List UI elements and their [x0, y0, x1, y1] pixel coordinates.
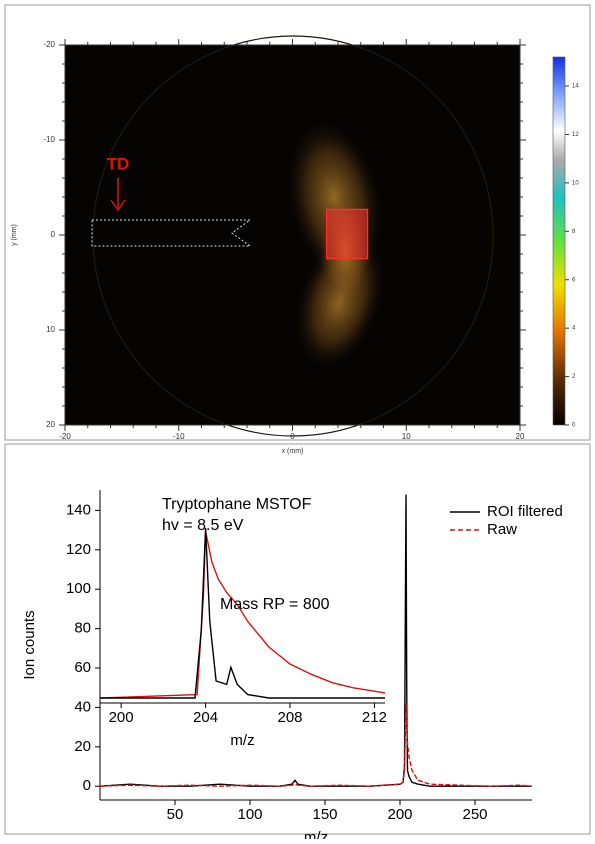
td-label: TD [107, 154, 130, 173]
y-tick-label: 0 [83, 777, 91, 794]
series-line [99, 494, 532, 787]
y-tick-label: 40 [74, 698, 91, 715]
td-arrow-head [110, 199, 126, 212]
y-tick-label: 10 [46, 325, 55, 334]
annotation: hv = 8.5 eV [162, 517, 244, 534]
x-tick-label: -10 [173, 432, 185, 441]
y-tick-label: -10 [43, 135, 55, 144]
y-tick-label: 80 [74, 620, 91, 637]
x-axis-label: m/z [230, 732, 254, 749]
detector-image [65, 45, 520, 425]
x-tick-label: 212 [362, 709, 387, 726]
y-axis-label: y (mm) [11, 224, 18, 246]
x-tick-label: 200 [387, 806, 412, 823]
x-tick-label: 50 [167, 806, 184, 823]
y-tick-label: 0 [51, 230, 56, 239]
colorbar-tick-label: 4 [572, 326, 576, 332]
x-tick-label: 100 [237, 806, 262, 823]
x-tick-label: 20 [516, 432, 525, 441]
x-tick-label: 150 [312, 806, 337, 823]
x-tick-label: 250 [462, 806, 487, 823]
annotation: Tryptophane MSTOF [162, 496, 312, 513]
y-tick-label: 20 [74, 738, 91, 755]
x-axis-label: m/z [304, 829, 328, 839]
y-tick-label: -20 [43, 40, 55, 49]
x-tick-label: 200 [109, 709, 134, 726]
y-tick-label: 140 [66, 501, 91, 518]
inset-background [101, 488, 386, 703]
colorbar [552, 56, 566, 426]
series-line [99, 703, 533, 787]
td-outline [91, 219, 252, 247]
x-tick-label: -20 [59, 432, 71, 441]
x-tick-label: 208 [277, 709, 302, 726]
colorbar-tick-label: 12 [572, 132, 579, 138]
colorbar-tick-label: 10 [572, 180, 579, 186]
colorbar-tick-label: 0 [572, 423, 576, 429]
annotation: Mass RP = 800 [220, 596, 330, 613]
x-tick-label: 0 [290, 432, 295, 441]
colorbar-tick-label: 2 [572, 374, 576, 380]
y-tick-label: 20 [46, 420, 55, 429]
x-tick-label: 10 [402, 432, 411, 441]
y-tick-label: 100 [66, 580, 91, 597]
y-tick-label: 60 [74, 659, 91, 676]
colorbar-tick-label: 14 [572, 84, 579, 90]
roi [326, 208, 369, 260]
x-tick-label: 204 [193, 709, 218, 726]
series-line [100, 527, 385, 699]
colorbar-tick-label: 8 [572, 229, 576, 235]
y-tick-label: 120 [66, 541, 91, 558]
colorbar-tick-label: 6 [572, 277, 576, 283]
legend-label: ROI filtered [487, 503, 563, 520]
legend-label: Raw [487, 521, 517, 538]
y-axis-label: Ion counts [21, 610, 38, 679]
x-axis-label: x (mm) [282, 448, 304, 455]
